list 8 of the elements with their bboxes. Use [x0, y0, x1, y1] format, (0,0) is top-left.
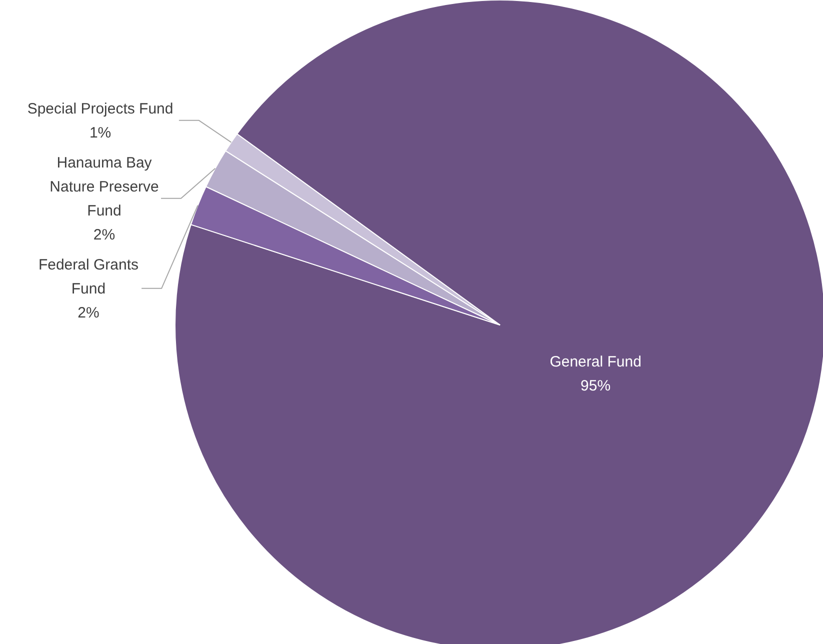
slice-label: Special Projects Fund: [27, 100, 174, 118]
data-label: 2%: [78, 304, 100, 322]
slice-label: General Fund: [550, 354, 642, 371]
data-label: 2%: [93, 226, 116, 244]
data-label: 95%: [580, 378, 611, 395]
data-label: 1%: [89, 124, 112, 142]
slice-label: Hanauma Bay Nature Preserve Fund: [50, 154, 159, 220]
slice-label: Federal Grants Fund: [38, 256, 138, 298]
